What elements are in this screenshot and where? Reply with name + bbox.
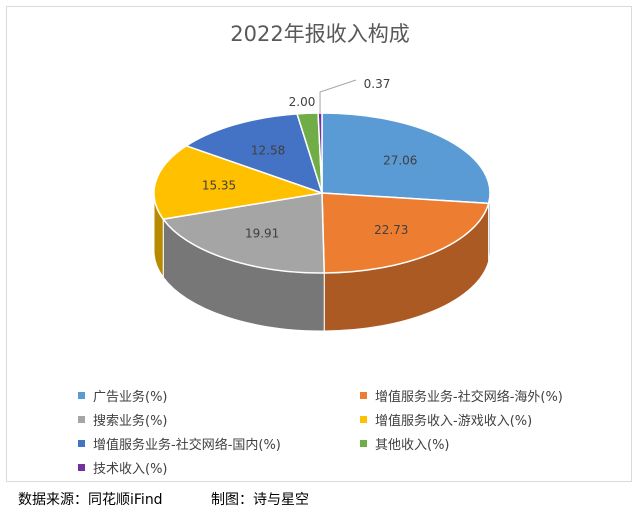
pie-slice-1 xyxy=(321,192,490,274)
pie-slice-3 xyxy=(153,144,323,220)
legend-swatch-4 xyxy=(78,440,85,447)
legend-item-1: 增值服务业务-社交网络-海外(%) xyxy=(360,386,563,405)
data-label-3: 15.35 xyxy=(202,179,236,193)
legend-label-1: 增值服务业务-社交网络-海外(%) xyxy=(375,390,563,405)
legend-swatch-3 xyxy=(360,416,367,423)
chart-title: 2022年报收入构成 xyxy=(230,22,410,46)
legend-label-0: 广告业务(%) xyxy=(93,390,168,405)
data-label-1: 22.73 xyxy=(374,223,408,237)
data-label-4: 12.58 xyxy=(251,144,285,158)
legend-label-4: 增值服务业务-社交网络-国内(%) xyxy=(93,438,281,453)
author-text: 制图：诗与星空 xyxy=(211,492,310,508)
legend-label-2: 搜索业务(%) xyxy=(93,414,168,429)
legend-item-4: 增值服务业务-社交网络-国内(%) xyxy=(78,434,281,453)
pie-slice-4 xyxy=(184,113,324,195)
data-label-5: 2.00 xyxy=(289,95,316,109)
data-label-2: 19.91 xyxy=(245,227,279,241)
legend-label-3: 增值服务收入-游戏收入(%) xyxy=(375,414,533,429)
leader-line-6 xyxy=(319,79,357,114)
legend-label-6: 技术收入(%) xyxy=(93,462,168,477)
legend-swatch-2 xyxy=(78,416,85,423)
legend-item-6: 技术收入(%) xyxy=(78,458,168,477)
legend-swatch-0 xyxy=(78,392,85,399)
pie-chart: 27.06 22.73 19.91 15.35 12.58 2.00 0.37 xyxy=(153,77,491,332)
legend-item-5: 其他收入(%) xyxy=(360,434,450,453)
footer: 数据来源：同花顺iFind 制图：诗与星空 xyxy=(18,489,353,509)
pie-slice-6 xyxy=(317,112,323,194)
source-text: 数据来源：同花顺iFind xyxy=(18,492,163,508)
legend-item-2: 搜索业务(%) xyxy=(78,410,168,429)
legend-swatch-1 xyxy=(360,392,367,399)
legend-item-3: 增值服务收入-游戏收入(%) xyxy=(360,410,532,429)
legend-swatch-6 xyxy=(78,464,85,471)
data-label-6: 0.37 xyxy=(364,77,391,91)
legend-swatch-5 xyxy=(360,440,367,447)
data-label-0: 27.06 xyxy=(383,153,417,167)
legend-label-5: 其他收入(%) xyxy=(375,438,450,453)
legend-item-0: 广告业务(%) xyxy=(78,386,168,405)
pie-slice-0 xyxy=(321,112,491,205)
